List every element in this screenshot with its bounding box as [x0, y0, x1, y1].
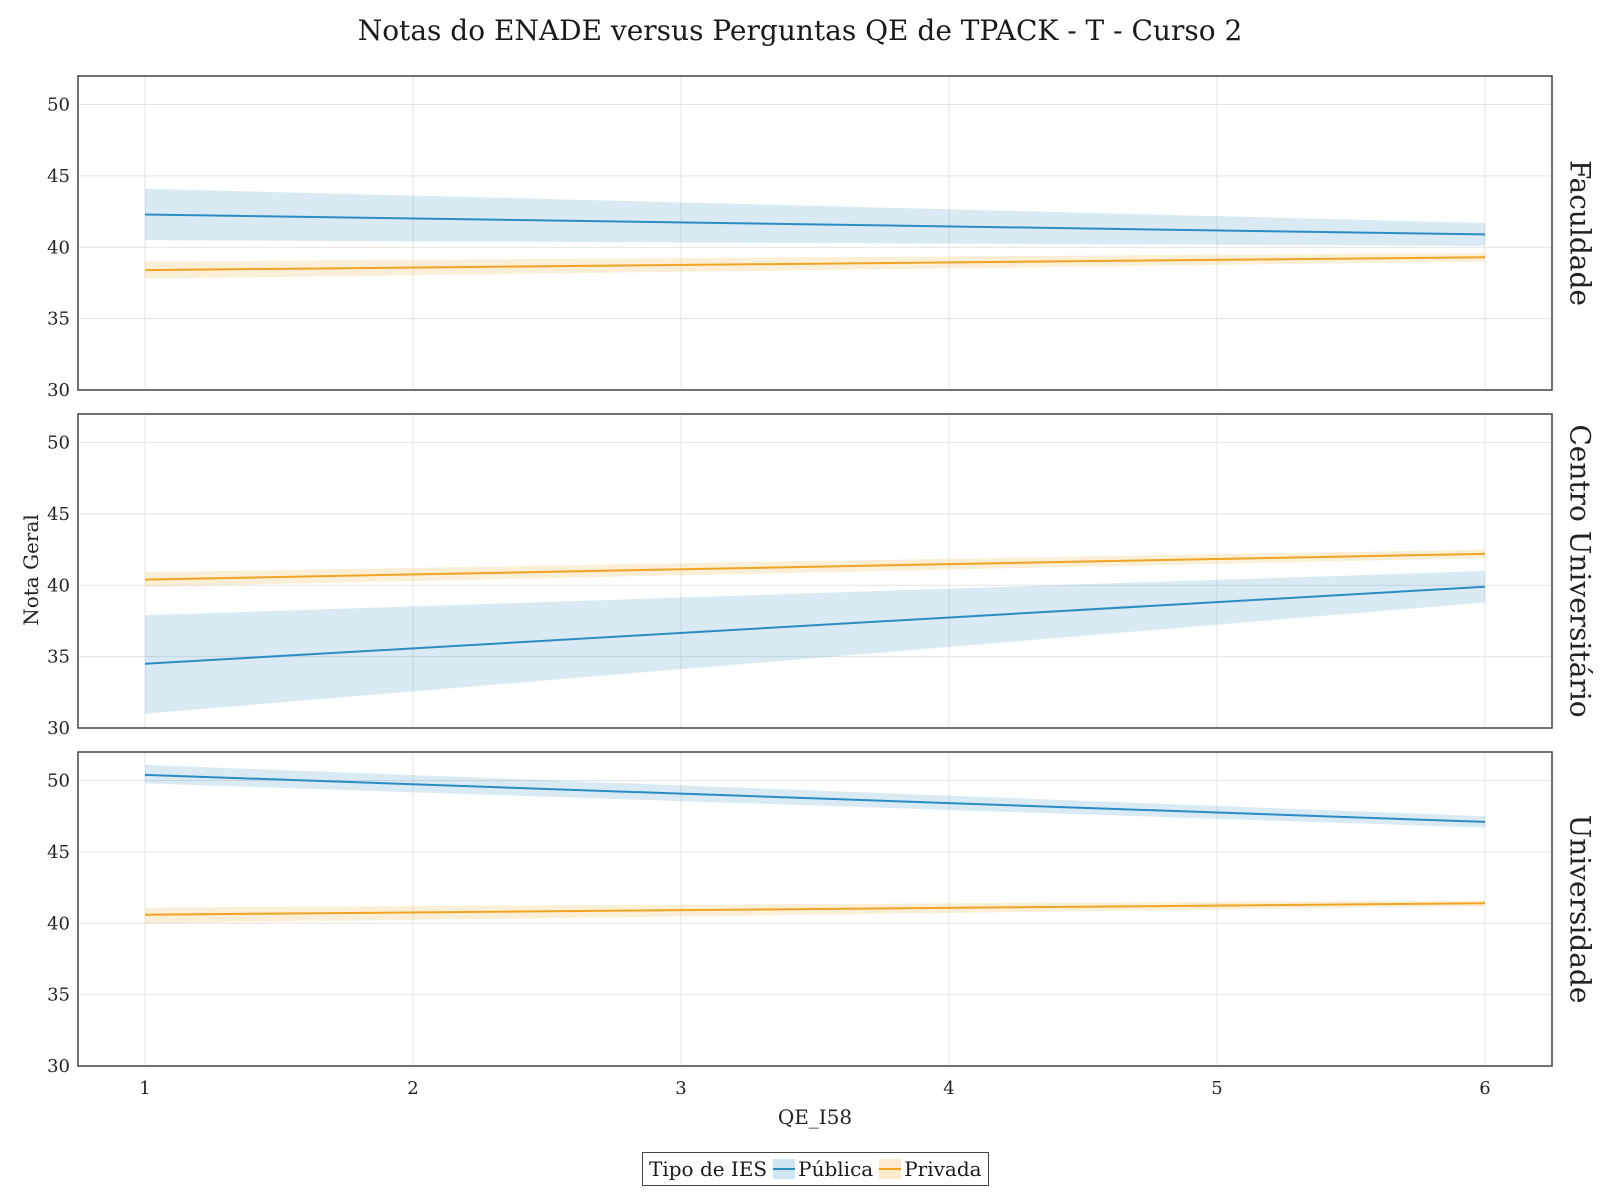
- y-tick-label-40-faculdade: 40: [47, 237, 70, 258]
- legend-label-publica: Pública: [798, 1157, 873, 1181]
- ci-band-publica-centro-universitario: [145, 571, 1485, 714]
- legend-line-privada: [879, 1168, 901, 1170]
- y-tick-label-40-universidade: 40: [47, 913, 70, 934]
- x-tick-label-3: 3: [675, 1078, 686, 1099]
- y-tick-label-45-universidade: 45: [47, 842, 70, 863]
- y-tick-label-30-faculdade: 30: [47, 380, 70, 401]
- y-tick-label-30-centro-universitario: 30: [47, 718, 70, 739]
- y-tick-label-50-faculdade: 50: [47, 95, 70, 116]
- y-tick-label-35-faculdade: 35: [47, 309, 70, 330]
- facet-label-centro-universitario: Centro Universitário: [1564, 424, 1597, 717]
- y-tick-label-30-universidade: 30: [47, 1056, 70, 1077]
- x-tick-label-5: 5: [1211, 1078, 1222, 1099]
- series-line-privada-centro-universitario: [145, 554, 1485, 580]
- x-tick-label-2: 2: [407, 1078, 418, 1099]
- legend-swatch-publica: [773, 1159, 795, 1179]
- x-tick-label-1: 1: [139, 1078, 150, 1099]
- legend: Tipo de IES Pública Privada: [642, 1152, 989, 1186]
- y-tick-label-35-universidade: 35: [47, 985, 70, 1006]
- x-axis-title: QE_I58: [778, 1105, 852, 1129]
- legend-swatch-privada: [879, 1159, 901, 1179]
- series-line-publica-universidade: [145, 775, 1485, 822]
- ci-band-publica-universidade: [145, 765, 1485, 828]
- y-tick-label-35-centro-universitario: 35: [47, 647, 70, 668]
- ci-band-privada-universidade: [145, 900, 1485, 923]
- y-tick-label-45-faculdade: 45: [47, 166, 70, 187]
- ci-band-privada-faculdade: [145, 253, 1485, 279]
- y-tick-label-50-universidade: 50: [47, 771, 70, 792]
- x-tick-label-4: 4: [943, 1078, 954, 1099]
- y-tick-label-45-centro-universitario: 45: [47, 504, 70, 525]
- legend-title: Tipo de IES: [649, 1157, 767, 1181]
- legend-item-publica: Pública: [773, 1157, 873, 1181]
- y-tick-label-50-centro-universitario: 50: [47, 433, 70, 454]
- y-axis-title: Nota Geral: [19, 514, 43, 626]
- legend-label-privada: Privada: [904, 1157, 981, 1181]
- legend-line-publica: [773, 1168, 795, 1170]
- legend-item-privada: Privada: [879, 1157, 981, 1181]
- y-tick-label-40-centro-universitario: 40: [47, 575, 70, 596]
- facet-label-faculdade: Faculdade: [1564, 160, 1597, 306]
- facet-label-universidade: Universidade: [1564, 815, 1597, 1004]
- x-tick-label-6: 6: [1479, 1078, 1490, 1099]
